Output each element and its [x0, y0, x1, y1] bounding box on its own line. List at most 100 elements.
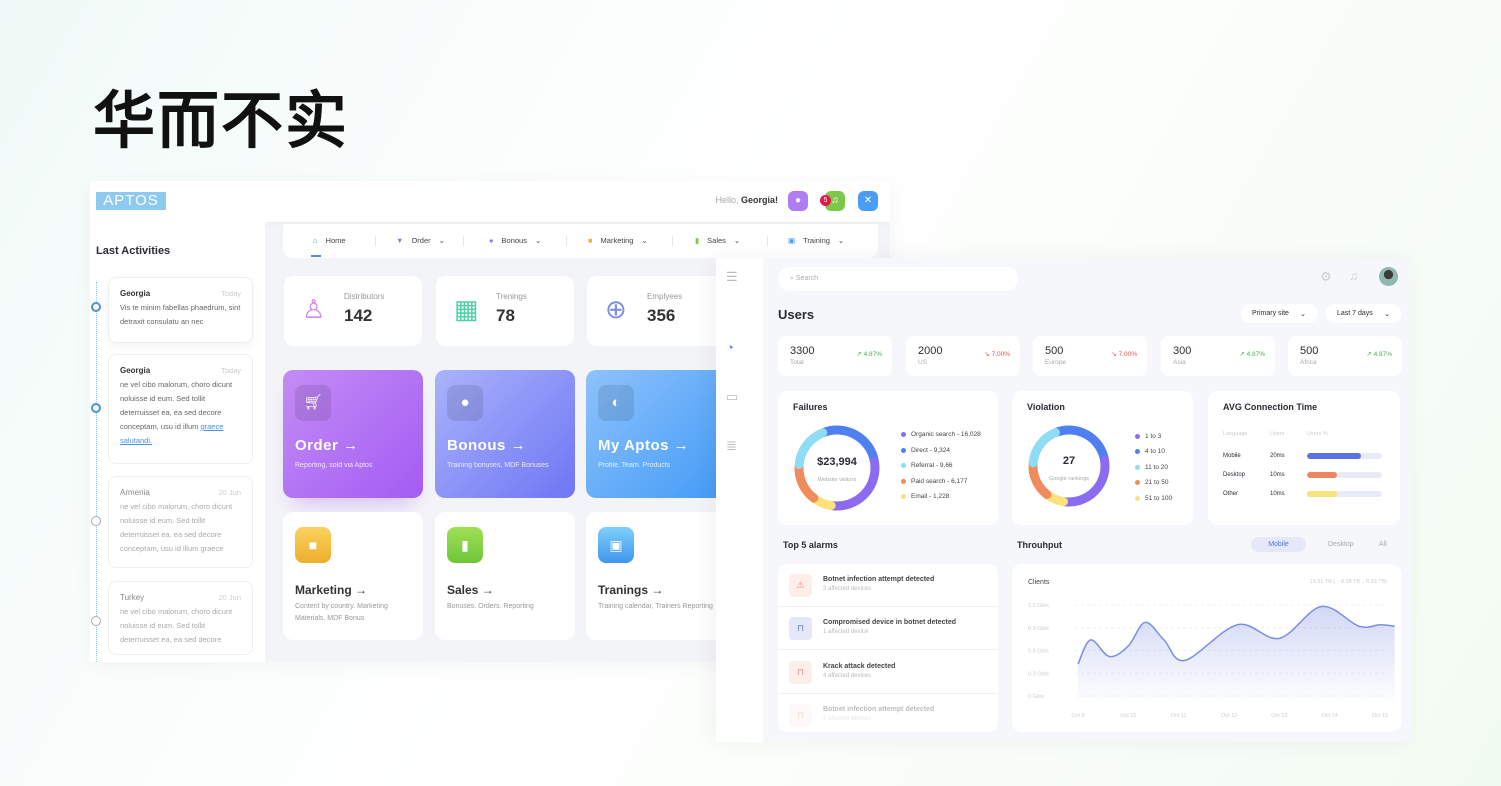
nav-training[interactable]: ▣ Training ⌄	[788, 236, 845, 245]
active-indicator	[311, 255, 321, 257]
timeline-dot	[91, 516, 101, 526]
nav-sales[interactable]: ▮ Sales ⌄	[695, 236, 741, 245]
site-select[interactable]: Primary site ⌄	[1241, 304, 1317, 323]
notification-badge: 5	[820, 195, 831, 206]
failures-donut	[794, 425, 880, 511]
calendar-clock-icon: ▣	[598, 527, 634, 563]
legend-item: 21 to 50	[1135, 479, 1169, 486]
trend-down-icon: ↘	[1111, 351, 1117, 358]
bell-icon[interactable]: ♫	[825, 191, 845, 211]
menu-icon[interactable]: ☰	[726, 269, 738, 284]
user-stat-card[interactable]: 500 Africa ↗ 4.87%	[1288, 336, 1402, 376]
nav-order[interactable]: ▼ Order ⌄	[396, 236, 445, 245]
alarms-list: ⚠ Botnet infection attempt detected 2 affe…	[778, 564, 998, 732]
search-icon: ⌕	[790, 275, 794, 282]
trend-up-icon: ↗	[856, 351, 862, 358]
legend-item: Referral - 9,66	[901, 462, 953, 469]
list-icon[interactable]: ≣	[726, 438, 737, 453]
col-header: Users %	[1307, 431, 1328, 437]
calendar-clock-icon: ▦	[454, 294, 479, 324]
legend-item: 11 to 20	[1135, 464, 1168, 471]
chevron-down-icon: ⌄	[438, 236, 445, 245]
chevron-down-icon: ⌄	[1384, 311, 1390, 318]
activity-item[interactable]: Georgia Today ne vel cibo malorum, choro d…	[108, 354, 253, 464]
cart-icon: ▼	[396, 236, 404, 245]
search-people-icon: ⊕	[605, 294, 627, 324]
user-stat-card[interactable]: 3300 Total ↗ 4.87%	[778, 336, 892, 376]
chart-title: Clients	[1028, 579, 1050, 586]
range-select[interactable]: Last 7 days ⌄	[1326, 304, 1401, 323]
avg-title: AVG Connection Time	[1223, 402, 1318, 412]
user-stat-card[interactable]: 500 Europe ↘ 7.00%	[1033, 336, 1147, 376]
trend-up-icon: ↗	[1366, 351, 1372, 358]
alarm-item[interactable]: ⊓ Compromised device in botnet detected 1 …	[778, 607, 998, 650]
tab-all[interactable]: All	[1379, 541, 1387, 548]
legend-item: 51 to 100	[1135, 495, 1172, 502]
timeline-dot	[91, 616, 101, 626]
calendar-icon[interactable]: ▭	[726, 389, 739, 404]
tile-order[interactable]: 🛒︎ Order → Reporting, sold via Aptos	[283, 370, 423, 498]
close-icon[interactable]: ✕	[858, 191, 878, 211]
x-tick-label: Oct 13	[1271, 713, 1287, 719]
tab-mobile[interactable]: Mobile	[1251, 537, 1306, 552]
x-tick-label: Oct 9	[1071, 713, 1084, 719]
chart-summary: 16.91 TB ( ↑ 8.58 TB ↓ 8.33 TB)	[1309, 579, 1387, 585]
nav-bonous[interactable]: ● Bonous ⌄	[489, 236, 542, 245]
avatar[interactable]	[1379, 267, 1398, 286]
row-users: 10ms	[1270, 491, 1285, 497]
alarm-item[interactable]: ⚠ Botnet infection attempt detected 2 affe…	[778, 564, 998, 607]
profile-icon: ◐	[598, 385, 634, 421]
y-tick-label: 0.9 Gb/s	[1028, 626, 1049, 632]
tile-my-aptos[interactable]: ◐ My Aptos → Profile. Team. Products	[586, 370, 726, 498]
activity-item[interactable]: Georgia Today Vis te minim fabellas phaedr…	[108, 277, 253, 343]
usage-bar	[1307, 472, 1382, 478]
bar-chart-icon: ▮	[695, 236, 700, 245]
aptos-logo[interactable]: APTOS	[96, 192, 166, 210]
failures-title: Failures	[793, 402, 828, 412]
x-tick-label: Oct 14	[1322, 713, 1338, 719]
stat-card-employees[interactable]: ⊕ Emplyees 356	[587, 276, 725, 346]
nav-home[interactable]: ⌂ Home	[313, 236, 346, 245]
stat-card-trenings[interactable]: ▦ Trenings 78	[436, 276, 574, 346]
legend-item: Direct - 9,324	[901, 447, 950, 454]
activity-link[interactable]: graece salutandi.	[120, 422, 224, 445]
y-tick-label: 0.3 Gb/s	[1028, 671, 1049, 677]
warning-icon: ⚠	[789, 574, 812, 597]
bell-icon[interactable]: ♫	[1349, 269, 1358, 283]
activity-item[interactable]: Armenia 20 Jun ne vel cibo malorum, choro …	[108, 476, 253, 568]
activity-item[interactable]: Turkey 20 Jun ne vel cibo malorum, choro d…	[108, 581, 253, 655]
user-icon[interactable]: ●	[788, 191, 808, 211]
donut-center: 27 Google rankings	[1048, 455, 1090, 482]
tile-marketing[interactable]: ■ Marketing → Content by country. Marketin…	[283, 512, 423, 640]
pie-chart-icon[interactable]: ◔	[726, 340, 734, 355]
col-header: Language	[1223, 431, 1248, 437]
alarm-item[interactable]: ⊓ Botnet infection attempt detected 2 affe…	[778, 694, 998, 732]
donut-segment	[1060, 455, 1110, 507]
tile-bonous[interactable]: ● Bonous → Training bonuses, MDF Bonuses	[435, 370, 575, 498]
user-stat-card[interactable]: 2000 US ↘ 7.00%	[906, 336, 1020, 376]
icon-sidebar: ☰ ◔ ▭ ≣	[716, 258, 763, 742]
col-header: Users	[1270, 431, 1285, 437]
alarm-item[interactable]: ⊓ Krack attack detected 4 affected devices	[778, 651, 998, 694]
stat-card-distributors[interactable]: ♙ Distributors 142	[284, 276, 422, 346]
legend-item: Paid search - 6,177	[901, 478, 967, 485]
tile-sales[interactable]: ▮ Sales → Bonuses. Orders. Reporting	[435, 512, 575, 640]
activities-sidebar: Last Activities Georgia Today Vis te minim…	[90, 222, 265, 662]
gear-icon[interactable]: ⚙	[1320, 269, 1332, 284]
throughput-chart: Clients 16.91 TB ( ↑ 8.58 TB ↓ 8.33 TB) …	[1012, 564, 1401, 732]
legend-item: 1 to 3	[1135, 433, 1161, 440]
tile-tranings[interactable]: ▣ Tranings → Training calendar, Trainers R…	[586, 512, 726, 640]
user-stat-card[interactable]: 300 Asia ↗ 4.87%	[1161, 336, 1275, 376]
cart-icon: 🛒︎	[295, 385, 331, 421]
x-tick-label: Oct 15	[1372, 713, 1388, 719]
nav-marketing[interactable]: ■ Marketing ⌄	[588, 236, 648, 245]
chevron-down-icon: ⌄	[733, 236, 741, 245]
search-input[interactable]: ⌕ Search	[778, 267, 1018, 291]
tab-desktop[interactable]: Desktop	[1328, 541, 1354, 548]
timeline-dot	[91, 302, 101, 312]
violation-title: Violation	[1027, 402, 1065, 412]
piggy-bank-icon: ●	[489, 236, 494, 245]
main-nav: ⌂ Home ▼ Order ⌄ ● Bonous ⌄ ■ Marketing ⌄ ▮ Sale…	[283, 224, 878, 258]
area-plot: 1.2 Gb/s 0.9 Gb/s 0.6 Gb/s 0.3 Gb/s 0 Gb/s Oc…	[1028, 603, 1395, 719]
y-tick-label: 1.2 Gb/s	[1028, 603, 1049, 609]
